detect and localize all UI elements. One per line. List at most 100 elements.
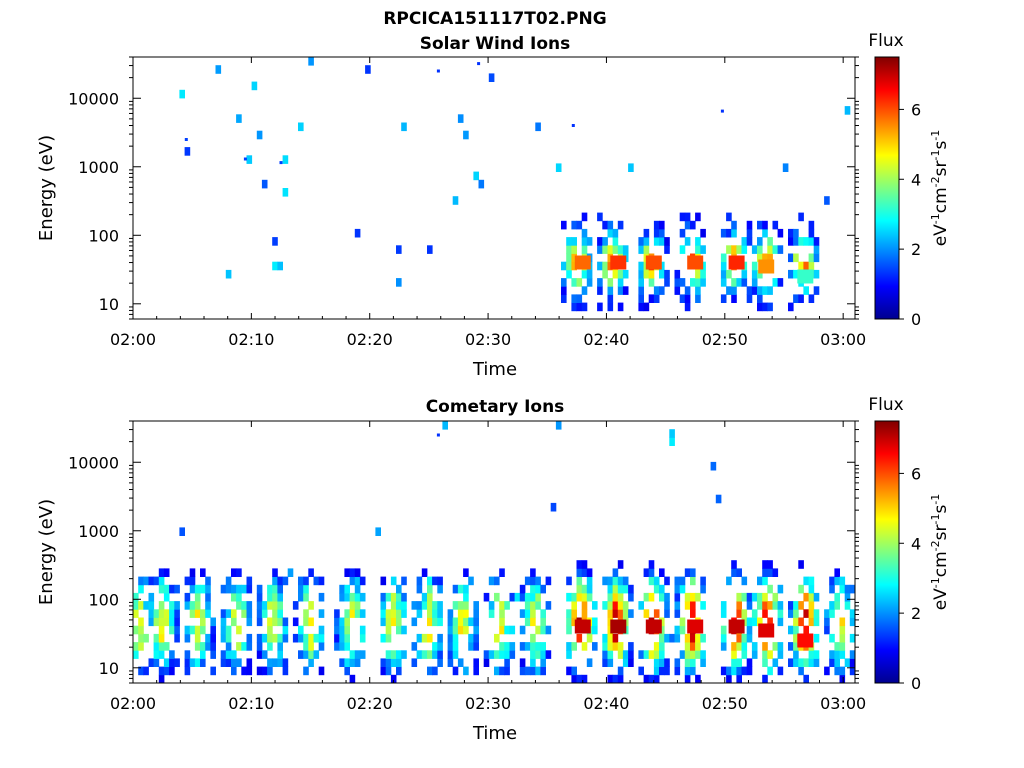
flux-feature: [720, 109, 724, 113]
heatmap-cell: [653, 674, 660, 684]
heatmap-cell: [138, 601, 144, 610]
heatmap-cell: [767, 560, 773, 569]
heatmap-cell: [272, 617, 278, 627]
heatmap-cell: [401, 592, 407, 602]
heatmap-cell: [736, 666, 742, 676]
heatmap-cell: [499, 617, 505, 627]
heatmap-cell: [385, 658, 392, 667]
heatmap-cell: [674, 625, 681, 635]
heatmap-cell: [488, 73, 495, 82]
heatmap-cell: [571, 294, 577, 303]
heatmap-cell: [385, 617, 392, 627]
heatmap-cell: [695, 237, 701, 246]
heatmap-cell: [158, 609, 165, 618]
heatmap-cell: [602, 658, 608, 667]
heatmap-cell: [628, 658, 634, 667]
heatmap-cell: [499, 642, 505, 651]
heatmap-cell: [762, 642, 768, 651]
heatmap-cell: [514, 592, 521, 602]
heatmap-cell: [540, 609, 546, 618]
heatmap-cell: [561, 286, 567, 295]
heatmap-cell: [731, 666, 737, 676]
heatmap-cell: [189, 568, 196, 577]
heatmap-cell: [581, 674, 588, 684]
heatmap-cell: [179, 89, 185, 99]
heatmap-cell: [808, 237, 815, 246]
heatmap-cell: [535, 584, 541, 594]
heatmap-cell: [261, 609, 268, 618]
heatmap-cell: [808, 592, 815, 602]
heatmap-cell: [138, 584, 144, 594]
heatmap-cell: [751, 278, 758, 287]
heatmap-cell: [726, 666, 732, 676]
heatmap-cell: [303, 584, 309, 594]
heatmap-cell: [731, 245, 737, 254]
heatmap-cell: [566, 253, 572, 263]
heatmap-cell: [158, 568, 165, 577]
heatmap-cell: [427, 245, 433, 254]
heatmap-cell: [679, 278, 686, 287]
heatmap-cell: [396, 278, 402, 287]
heatmap-cell: [241, 584, 247, 594]
heatmap-cell: [566, 576, 572, 586]
heatmap-cell: [174, 601, 180, 610]
heatmap-cell: [298, 584, 304, 594]
heatmap-cell: [411, 617, 418, 627]
heatmap-cell: [757, 592, 763, 602]
heatmap-cell: [602, 237, 608, 246]
heatmap-cell: [427, 592, 433, 602]
heatmap-cell: [566, 269, 572, 279]
heatmap-cell: [535, 601, 541, 610]
heatmap-cell: [581, 269, 588, 279]
heatmap-cell: [762, 302, 768, 312]
heatmap-cell: [844, 592, 851, 602]
heatmap-cell: [519, 592, 526, 602]
heatmap-cell: [674, 576, 681, 586]
heatmap-cell: [571, 674, 577, 684]
heatmap-cell: [659, 286, 665, 295]
heatmap-cell: [189, 584, 196, 594]
colorbar-tick-label: 0: [911, 674, 921, 693]
heatmap-cell: [210, 642, 216, 651]
heatmap-cell: [488, 576, 495, 586]
heatmap-cell: [849, 609, 856, 618]
heatmap-cell: [803, 576, 809, 586]
heatmap-cell: [813, 650, 820, 659]
heatmap-cell: [447, 617, 454, 627]
heatmap-cell: [267, 625, 273, 635]
heatmap-cell: [499, 650, 505, 659]
solar-wind-colorbar: Flux 0 2 4 6 eV-1cm-2sr-1s-1: [868, 31, 951, 329]
heatmap-cell: [751, 642, 758, 651]
heatmap-cell: [772, 601, 779, 610]
heatmap-cell: [432, 609, 438, 618]
heatmap-cell: [659, 568, 665, 577]
heatmap-cell: [664, 601, 670, 610]
heatmap-cell: [638, 302, 644, 312]
y-tick-label: 100: [88, 226, 119, 245]
heatmap-cell: [566, 609, 572, 618]
heatmap-cell: [524, 592, 531, 602]
flux-feature: [279, 161, 283, 165]
heatmap-cell: [447, 609, 454, 618]
flux-feature: [687, 619, 704, 634]
heatmap-cell: [803, 261, 809, 271]
heatmap-cell: [220, 650, 227, 659]
heatmap-cell: [200, 650, 206, 659]
heatmap-cell: [653, 576, 660, 586]
heatmap-cell: [813, 253, 820, 263]
flux-feature: [574, 255, 591, 270]
heatmap-cell: [757, 601, 763, 610]
heatmap-cell: [344, 609, 350, 618]
heatmap-cell: [261, 179, 268, 189]
heatmap-cell: [844, 658, 851, 667]
heatmap-cell: [628, 650, 634, 659]
heatmap-cell: [571, 237, 577, 246]
heatmap-cell: [757, 294, 763, 303]
heatmap-cell: [468, 633, 474, 643]
heatmap-cell: [844, 584, 851, 594]
heatmap-cell: [849, 633, 856, 643]
heatmap-cell: [189, 601, 196, 610]
cometary-x-ticks: 02:00 02:10 02:20 02:30 02:40 02:50 03:00: [110, 421, 866, 713]
heatmap-cell: [148, 617, 155, 627]
heatmap-cell: [292, 633, 299, 643]
